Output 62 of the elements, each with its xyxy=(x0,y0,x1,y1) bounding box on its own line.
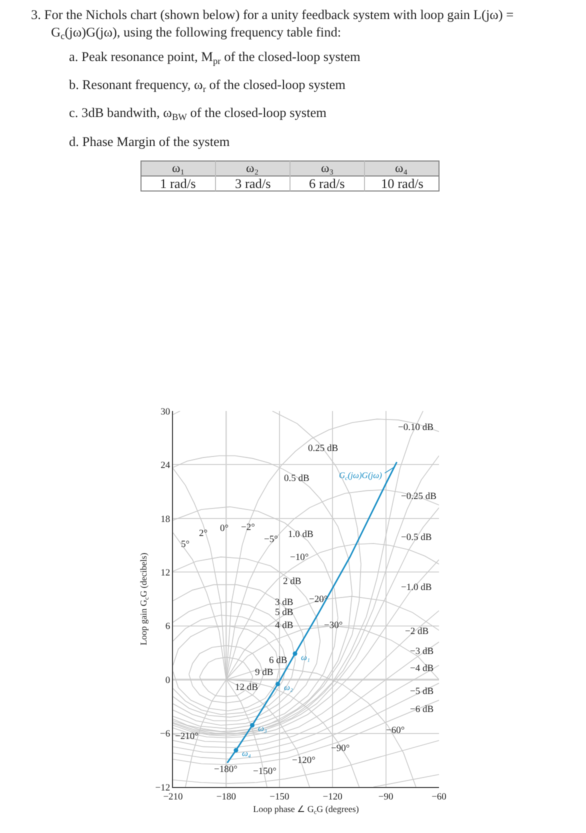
y-tick-label: 0 xyxy=(165,676,170,686)
annotation: 1.0 dB xyxy=(288,530,314,540)
x-tick-label: −60 xyxy=(432,792,447,802)
x-tick-label: −150 xyxy=(270,792,290,802)
annotation: 5 dB xyxy=(275,608,294,618)
x-tick-label: −120 xyxy=(322,792,343,802)
text: b. Resonant frequency, ω$_{r}$ of the closed-loop system xyxy=(69,77,346,95)
category-label: ω₃ xyxy=(321,161,334,175)
series-label: ω₄ xyxy=(242,748,251,758)
annotation: 0.25 dB xyxy=(308,444,338,454)
annotation: −180° xyxy=(214,765,238,775)
text: 1 rad/s xyxy=(160,176,196,191)
y-tick-label: 6 xyxy=(165,622,170,632)
annotation: 6 dB xyxy=(269,656,288,666)
y-tick-label: 12 xyxy=(160,568,170,578)
annotation: 4 dB xyxy=(275,621,294,631)
annotation: −150° xyxy=(253,767,277,777)
annotation: −0.5 dB xyxy=(401,533,432,543)
y-tick-label: −12 xyxy=(155,783,170,794)
y-tick-label: 30 xyxy=(160,407,170,418)
category-label: ω₄ xyxy=(395,161,408,175)
x-axis-title: Loop phase ∠ G$_{c}$G (degrees) xyxy=(253,804,359,816)
x-tick-label: −180 xyxy=(216,792,236,802)
text: c. 3dB bandwith, ω$_{BW}$ of the closed-loop system xyxy=(69,105,328,123)
text: 3 rad/s xyxy=(235,176,271,191)
annotation: −0.10 dB xyxy=(398,423,434,433)
annotation: −5 dB xyxy=(410,687,434,697)
annotation: −2 dB xyxy=(405,627,429,637)
annotation: 0.5 dB xyxy=(284,474,310,484)
x-tick-label: −210 xyxy=(163,792,184,802)
category-label: ω₂ xyxy=(246,161,259,175)
annotation: 2° xyxy=(199,529,208,539)
text: a. Peak resonance point, M$_{pr}$ of the closed-loop system xyxy=(69,49,362,67)
annotation: −210° xyxy=(175,732,199,742)
text: d. Phase Margin of the system xyxy=(69,134,230,149)
series-label: ω₃ xyxy=(258,723,267,733)
annotation: −60° xyxy=(386,726,405,736)
annotation: −90° xyxy=(331,744,350,754)
annotation: −1.0 dB xyxy=(401,583,432,593)
annotation: 3 dB xyxy=(275,598,294,608)
annotation: −4 dB xyxy=(410,664,434,674)
text: 6 rad/s xyxy=(309,176,345,191)
category-label: ω₁ xyxy=(172,161,185,175)
y-tick-label: 18 xyxy=(160,514,170,525)
text: 3. For the Nichols chart (shown below) for a unity feedback system with loop gain L(jω) = G$_{c}$(jω)G(jω), using the following frequency table find: xyxy=(31,7,514,42)
annotation: −30° xyxy=(324,621,343,631)
x-tick-label: −90 xyxy=(378,792,394,802)
text: 10 rad/s xyxy=(381,176,424,191)
annotation: 2 dB xyxy=(283,577,302,587)
annotation: −0.25 dB xyxy=(401,492,436,502)
y-tick-label: 24 xyxy=(160,461,170,472)
series-label: ω₂ xyxy=(284,682,293,692)
annotation: −2° xyxy=(241,523,256,533)
annotation: −120° xyxy=(292,756,316,766)
annotation: 0° xyxy=(220,524,229,534)
legend-label: G$_{c}$(jω)G(jω) xyxy=(339,470,382,482)
annotation: −3 dB xyxy=(410,647,434,657)
annotation: 5° xyxy=(181,540,190,550)
annotation: −5° xyxy=(264,535,278,545)
annotation: −10° xyxy=(290,553,309,563)
annotation: −6 dB xyxy=(410,705,434,715)
y-tick-label: −6 xyxy=(160,730,170,740)
